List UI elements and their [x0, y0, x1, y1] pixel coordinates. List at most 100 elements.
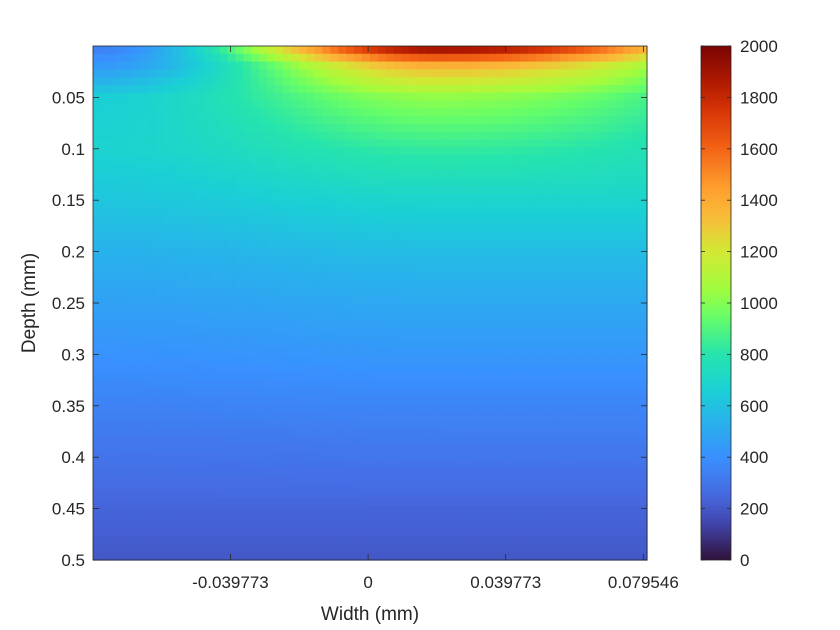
heatmap-cell [615, 552, 624, 561]
heatmap-cell [520, 77, 529, 86]
heatmap-cell [512, 404, 521, 413]
heatmap-cell [504, 396, 514, 405]
heatmap-cell [607, 497, 616, 507]
heatmap-cell [449, 139, 458, 148]
heatmap-cell [330, 396, 339, 405]
heatmap-cell [290, 528, 300, 538]
heatmap-cell [393, 404, 403, 413]
heatmap-cell [552, 92, 561, 102]
heatmap-cell [164, 388, 173, 398]
heatmap-cell [425, 318, 434, 327]
heatmap-cell [377, 84, 387, 94]
heatmap-cell [259, 248, 268, 257]
heatmap-cell [100, 341, 110, 351]
heatmap-cell [275, 365, 284, 374]
heatmap-cell [504, 443, 514, 452]
heatmap-cell [219, 264, 229, 273]
heatmap-cell [393, 232, 403, 242]
heatmap-cell [227, 303, 237, 312]
heatmap-cell [298, 474, 308, 483]
heatmap-cell [314, 217, 324, 226]
heatmap-cell [552, 178, 561, 187]
heatmap-cell [243, 536, 252, 546]
heatmap-cell [433, 334, 442, 343]
heatmap-cell [496, 373, 506, 382]
heatmap-cell [591, 225, 601, 234]
heatmap-cell [227, 201, 237, 211]
heatmap-cell [124, 303, 134, 312]
heatmap-cell [306, 513, 316, 522]
heatmap-cell [322, 108, 332, 117]
heatmap-cell [164, 474, 173, 483]
heatmap-cell [441, 116, 450, 125]
heatmap-cell [124, 427, 134, 436]
heatmap-cell [488, 77, 498, 86]
heatmap-cell [108, 256, 118, 265]
heatmap-cell [631, 318, 640, 327]
heatmap-cell [425, 225, 434, 234]
heatmap-cell [583, 318, 593, 327]
heatmap-cell [219, 279, 229, 289]
heatmap-cell [235, 536, 244, 546]
heatmap-cell [599, 318, 609, 327]
heatmap-cell [393, 443, 403, 452]
heatmap-cell [591, 544, 601, 553]
heatmap-cell [354, 217, 363, 226]
heatmap-cell [267, 123, 276, 133]
heatmap-cell [504, 108, 514, 117]
heatmap-cell [172, 209, 181, 218]
heatmap-cell [330, 84, 339, 94]
heatmap-cell [552, 513, 561, 522]
heatmap-cell [298, 279, 308, 289]
heatmap-cell [172, 443, 181, 452]
heatmap-cell [409, 544, 419, 553]
heatmap-cell [243, 334, 252, 343]
heatmap-cell [172, 380, 181, 390]
heatmap-cell [156, 404, 165, 413]
heatmap-cell [623, 505, 632, 514]
heatmap-cell [433, 404, 442, 413]
heatmap-cell [211, 341, 221, 351]
heatmap-cell [93, 201, 102, 211]
heatmap-cell [433, 427, 442, 436]
heatmap-cell [567, 116, 577, 125]
heatmap-cell [148, 84, 157, 94]
heatmap-cell [116, 427, 126, 436]
heatmap-cell [385, 552, 395, 561]
heatmap-cell [559, 521, 569, 530]
heatmap-cell [259, 123, 268, 133]
heatmap-cell [243, 482, 252, 491]
heatmap-cell [433, 326, 442, 335]
heatmap-cell [528, 388, 537, 398]
heatmap-cell [425, 147, 434, 156]
heatmap-cell [370, 295, 379, 304]
heatmap-cell [480, 123, 490, 133]
heatmap-cell [275, 536, 284, 546]
heatmap-cell [599, 435, 609, 444]
heatmap-cell [346, 162, 355, 172]
heatmap-cell [417, 69, 426, 78]
heatmap-cell [314, 373, 324, 382]
heatmap-cell [449, 528, 458, 538]
heatmap-cell [140, 505, 149, 514]
heatmap-cell [187, 162, 197, 172]
heatmap-cell [267, 536, 276, 546]
heatmap-cell [243, 46, 252, 55]
heatmap-cell [116, 100, 126, 109]
heatmap-cell [306, 318, 316, 327]
heatmap-cell [504, 170, 514, 179]
heatmap-cell [441, 419, 450, 429]
heatmap-cell [623, 116, 632, 125]
heatmap-cell [559, 326, 569, 335]
heatmap-cell [132, 396, 142, 405]
heatmap-cell [275, 108, 284, 117]
heatmap-cell [180, 155, 189, 164]
heatmap-cell [559, 240, 569, 250]
heatmap-cell [93, 505, 102, 514]
heatmap-cell [615, 412, 624, 421]
heatmap-cell [116, 225, 126, 234]
heatmap-cell [385, 232, 395, 242]
heatmap-cell [393, 225, 403, 234]
heatmap-cell [211, 357, 221, 366]
heatmap-cell [93, 217, 102, 226]
